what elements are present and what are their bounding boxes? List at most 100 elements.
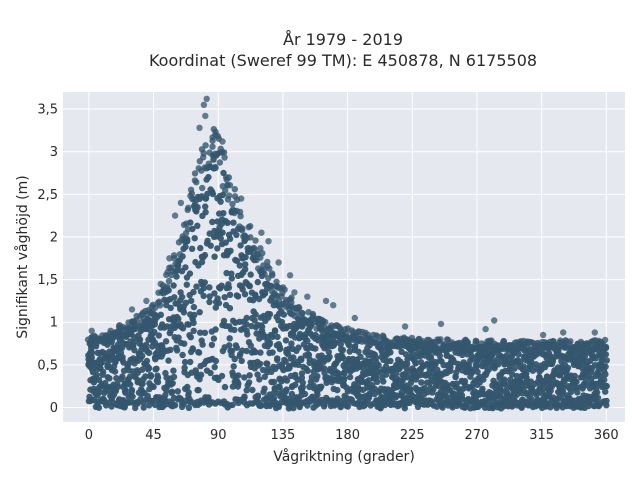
data-point	[207, 369, 214, 377]
data-point	[119, 373, 126, 380]
data-point	[226, 342, 233, 349]
data-point	[151, 401, 159, 408]
data-point	[214, 245, 221, 252]
data-point	[243, 314, 250, 322]
data-point	[242, 266, 249, 273]
data-point	[292, 381, 299, 388]
data-point	[214, 295, 221, 302]
data-point	[226, 335, 233, 342]
data-point	[361, 402, 368, 409]
data-point	[459, 395, 466, 403]
data-point	[263, 360, 270, 367]
data-point	[165, 277, 173, 285]
data-point	[166, 329, 173, 337]
data-point	[170, 367, 177, 374]
data-point	[557, 402, 564, 409]
data-point	[180, 309, 188, 316]
x-tick-label: 360	[594, 428, 619, 443]
data-point	[501, 376, 508, 383]
data-point	[365, 377, 372, 384]
data-point	[346, 348, 353, 355]
data-point	[154, 374, 162, 381]
data-point	[323, 376, 330, 383]
data-point	[209, 143, 216, 150]
data-point	[167, 346, 174, 353]
data-point	[560, 384, 567, 391]
data-point	[151, 328, 158, 336]
data-point	[292, 400, 299, 408]
data-point	[221, 294, 228, 301]
data-point	[143, 357, 151, 365]
data-point	[225, 192, 233, 199]
data-point	[177, 199, 185, 207]
data-point	[186, 270, 194, 277]
data-point	[206, 293, 213, 300]
data-point	[208, 341, 216, 349]
data-point	[142, 373, 149, 380]
data-point	[225, 281, 232, 288]
data-point	[126, 373, 134, 380]
data-point	[182, 299, 190, 306]
data-point	[201, 279, 208, 286]
data-point	[211, 253, 218, 260]
data-point	[237, 213, 244, 220]
data-point	[166, 255, 173, 262]
data-point	[295, 344, 302, 351]
data-point	[488, 351, 495, 359]
data-point	[201, 329, 209, 336]
data-point	[282, 358, 289, 365]
data-point	[567, 388, 575, 396]
data-point	[288, 340, 295, 347]
data-point	[191, 235, 198, 242]
y-tick-label: 3	[50, 145, 58, 160]
data-point	[246, 282, 253, 289]
data-point	[242, 261, 249, 268]
data-point	[298, 356, 305, 363]
data-point	[139, 380, 146, 387]
data-point	[261, 271, 268, 278]
y-tick-label: 2,5	[37, 188, 58, 203]
data-point	[243, 321, 250, 328]
data-point	[195, 386, 202, 394]
data-point	[602, 388, 609, 395]
data-point	[210, 335, 218, 342]
data-point	[153, 365, 160, 372]
data-point	[190, 303, 198, 311]
data-point	[191, 311, 198, 319]
data-point	[404, 360, 411, 368]
data-point	[247, 271, 254, 278]
data-point	[200, 284, 208, 292]
data-point	[167, 304, 174, 312]
data-point	[276, 345, 284, 353]
data-point	[393, 370, 400, 377]
data-point	[209, 137, 216, 144]
data-point	[238, 195, 245, 202]
data-point	[233, 257, 241, 264]
data-point	[299, 384, 306, 391]
data-point	[202, 112, 209, 120]
data-point	[106, 375, 113, 382]
data-point	[275, 259, 282, 266]
data-point	[288, 390, 296, 398]
y-axis-label: Signifikant våghöjd (m)	[14, 175, 31, 338]
data-point	[254, 393, 262, 401]
data-point	[184, 237, 191, 245]
data-point	[242, 254, 249, 261]
data-point	[602, 382, 610, 390]
data-point	[266, 265, 273, 272]
data-point	[261, 290, 268, 297]
data-point	[190, 288, 197, 296]
data-point	[217, 235, 224, 242]
data-point	[338, 351, 345, 359]
data-point	[195, 349, 203, 356]
data-point	[202, 209, 209, 216]
data-point	[231, 326, 238, 334]
data-point	[229, 401, 236, 409]
data-point	[266, 340, 273, 348]
data-point	[191, 170, 199, 177]
data-point	[183, 281, 190, 288]
data-point	[179, 325, 187, 332]
data-point	[169, 380, 176, 387]
data-point	[265, 238, 272, 245]
